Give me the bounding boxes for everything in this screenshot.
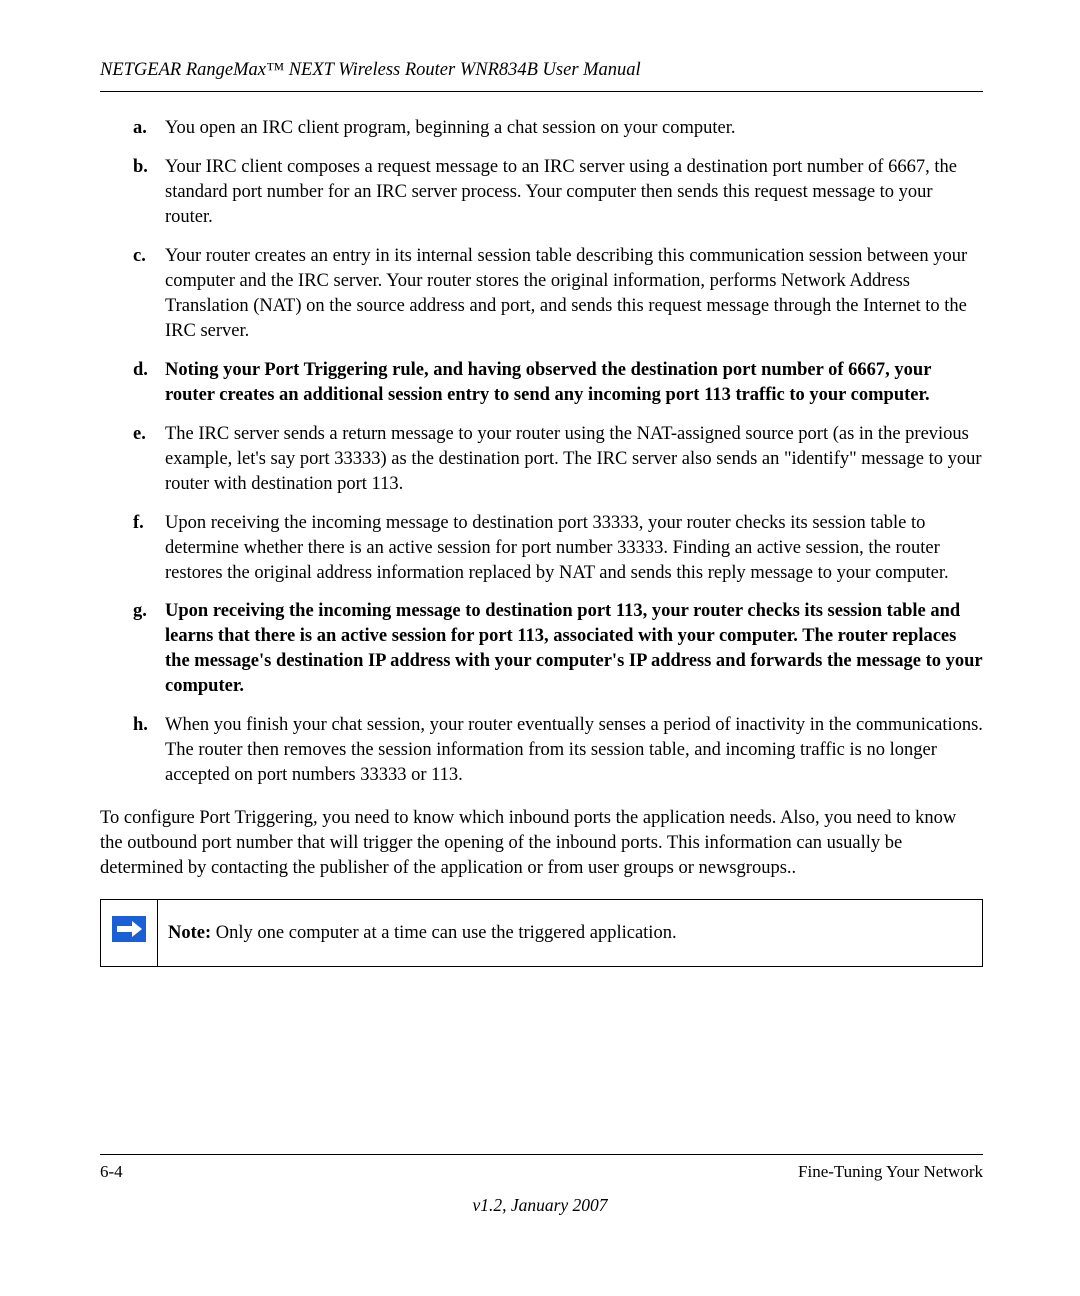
list-text: Your router creates an entry in its inte… (165, 244, 983, 344)
list-marker: g. (133, 599, 165, 699)
list-item: c. Your router creates an entry in its i… (100, 244, 983, 344)
list-marker: a. (133, 116, 165, 141)
list-text: Upon receiving the incoming message to d… (165, 511, 983, 586)
steps-list: a. You open an IRC client program, begin… (100, 116, 983, 788)
list-marker: c. (133, 244, 165, 344)
list-marker: f. (133, 511, 165, 586)
list-item: h. When you finish your chat session, yo… (100, 713, 983, 788)
list-text: When you finish your chat session, your … (165, 713, 983, 788)
list-item: a. You open an IRC client program, begin… (100, 116, 983, 141)
list-text: Your IRC client composes a request messa… (165, 155, 983, 230)
running-header: NETGEAR RangeMax™ NEXT Wireless Router W… (100, 58, 983, 83)
list-item: b. Your IRC client composes a request me… (100, 155, 983, 230)
list-marker: h. (133, 713, 165, 788)
header-rule (100, 91, 983, 92)
list-marker: b. (133, 155, 165, 230)
list-item: d. Noting your Port Triggering rule, and… (100, 358, 983, 408)
list-text: The IRC server sends a return message to… (165, 422, 983, 497)
page-number: 6-4 (100, 1161, 123, 1184)
list-item: e. The IRC server sends a return message… (100, 422, 983, 497)
body-paragraph: To configure Port Triggering, you need t… (100, 806, 983, 881)
page-footer: 6-4 Fine-Tuning Your Network (100, 1154, 983, 1184)
note-icon-cell (101, 900, 158, 967)
version-line: v1.2, January 2007 (0, 1194, 1080, 1218)
note-label: Note: (168, 923, 211, 943)
note-text: Only one computer at a time can use the … (211, 923, 676, 943)
note-text-cell: Note: Only one computer at a time can us… (158, 900, 983, 967)
list-text: Noting your Port Triggering rule, and ha… (165, 358, 983, 408)
manual-page: NETGEAR RangeMax™ NEXT Wireless Router W… (0, 0, 1080, 1296)
footer-rule (100, 1154, 983, 1155)
list-text: You open an IRC client program, beginnin… (165, 116, 983, 141)
list-text: Upon receiving the incoming message to d… (165, 599, 983, 699)
note-callout: Note: Only one computer at a time can us… (100, 899, 983, 967)
list-item: g. Upon receiving the incoming message t… (100, 599, 983, 699)
list-marker: d. (133, 358, 165, 408)
list-marker: e. (133, 422, 165, 497)
section-title: Fine-Tuning Your Network (798, 1161, 983, 1184)
list-item: f. Upon receiving the incoming message t… (100, 511, 983, 586)
arrow-right-icon (112, 916, 146, 942)
